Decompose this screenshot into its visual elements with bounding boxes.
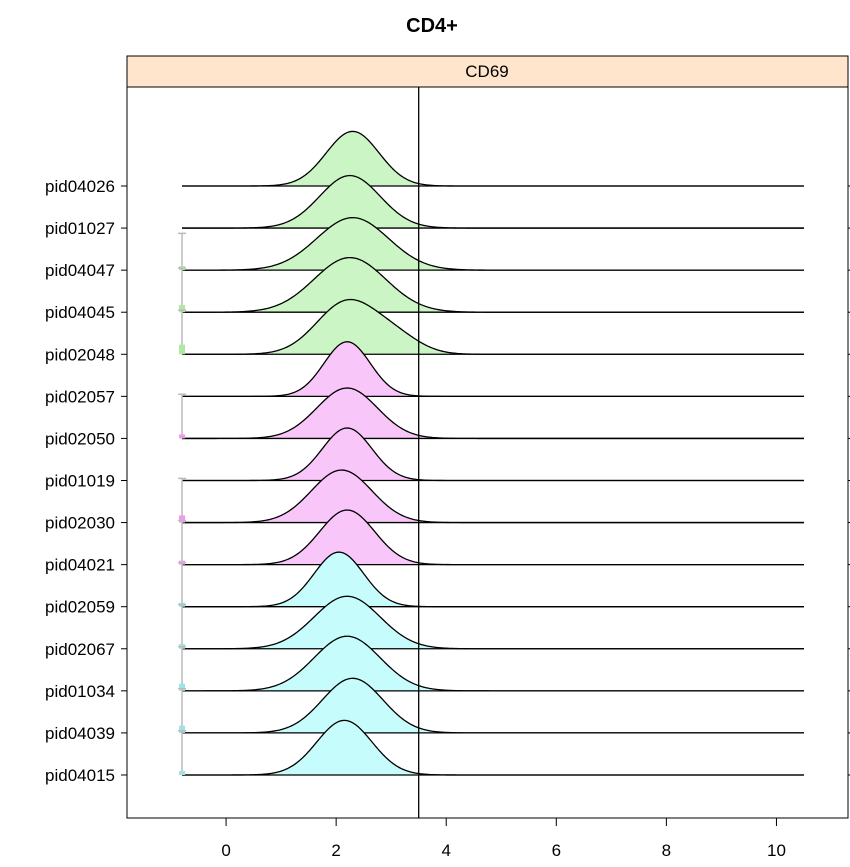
ridge-pid02050	[178, 387, 804, 440]
density-curve	[182, 719, 804, 776]
y-tick-label: pid01034	[45, 682, 115, 701]
y-tick-label: pid02050	[45, 429, 115, 448]
density-fill	[182, 175, 804, 229]
boxplot-box	[179, 770, 186, 775]
x-tick-label: 4	[441, 841, 450, 860]
y-tick-label: pid02048	[45, 345, 115, 364]
ridge-pid01034	[178, 635, 804, 692]
ridge-pid04015	[178, 719, 804, 776]
ridge-pid02067	[178, 595, 804, 650]
y-tick-label: pid04015	[45, 766, 115, 785]
y-tick-label: pid04047	[45, 261, 115, 280]
density-fill	[182, 427, 804, 481]
y-tick-label: pid02067	[45, 640, 115, 659]
strip-background	[126, 55, 849, 88]
ridge-pid04026	[182, 130, 804, 187]
y-tick-label: pid02057	[45, 387, 115, 406]
boxplot-box	[179, 305, 186, 313]
density-fill	[182, 217, 804, 271]
x-axis: 0 2 4 6 8 10	[221, 818, 786, 860]
y-tick-label: pid04045	[45, 303, 115, 322]
density-fill	[182, 720, 804, 775]
x-tick-label: 10	[767, 841, 786, 860]
density-curve	[182, 130, 804, 187]
x-tick-label: 6	[552, 841, 561, 860]
ridge-pid01019	[182, 427, 804, 482]
density-curve	[182, 341, 804, 397]
density-fill	[182, 510, 804, 565]
boxplot-box	[179, 344, 186, 355]
density-fill	[182, 341, 804, 397]
ridge-pid02048	[178, 298, 804, 355]
density-fill	[182, 131, 804, 186]
density-fill	[182, 257, 804, 313]
strip-label: CD69	[465, 62, 508, 81]
ridge-pid02057	[182, 341, 804, 398]
ridge-pid02030	[178, 469, 804, 524]
x-tick-label: 8	[662, 841, 671, 860]
y-tick-label: pid04021	[45, 556, 115, 575]
density-fill	[182, 596, 804, 649]
y-tick-label: pid01019	[45, 471, 115, 490]
x-tick-label: 2	[331, 841, 340, 860]
boxplot-box	[179, 515, 186, 523]
ridge-layer	[178, 87, 804, 818]
plot-panel	[126, 86, 849, 819]
x-tick-label: 0	[221, 841, 230, 860]
ridge-pid01027	[182, 174, 804, 229]
density-curve	[182, 551, 804, 608]
density-fill	[182, 388, 804, 439]
density-curve	[182, 469, 804, 524]
y-tick-label: pid02030	[45, 514, 115, 533]
y-tick-label: pid04039	[45, 724, 115, 743]
density-curve	[182, 174, 804, 229]
density-fill	[182, 678, 804, 733]
boxplot-box	[179, 434, 186, 439]
boxplot-box	[179, 683, 186, 691]
ridge-pid02059	[178, 551, 804, 608]
y-tick-label: pid01027	[45, 219, 115, 238]
ridge-pid04045	[178, 256, 804, 313]
y-axis-labels: pid04026 pid01027 pid04047 pid04045 pid02048…	[45, 177, 850, 785]
density-fill	[182, 470, 804, 523]
y-tick-label: pid04026	[45, 177, 115, 196]
y-tick-label: pid02059	[45, 598, 115, 617]
density-fill	[182, 299, 804, 355]
density-fill	[182, 552, 804, 607]
density-fill	[182, 636, 804, 691]
boxplot-box	[179, 725, 186, 733]
ridge-pid04039	[178, 677, 804, 734]
ridge-pid04021	[178, 509, 804, 566]
chart-title: CD4+	[406, 15, 458, 37]
